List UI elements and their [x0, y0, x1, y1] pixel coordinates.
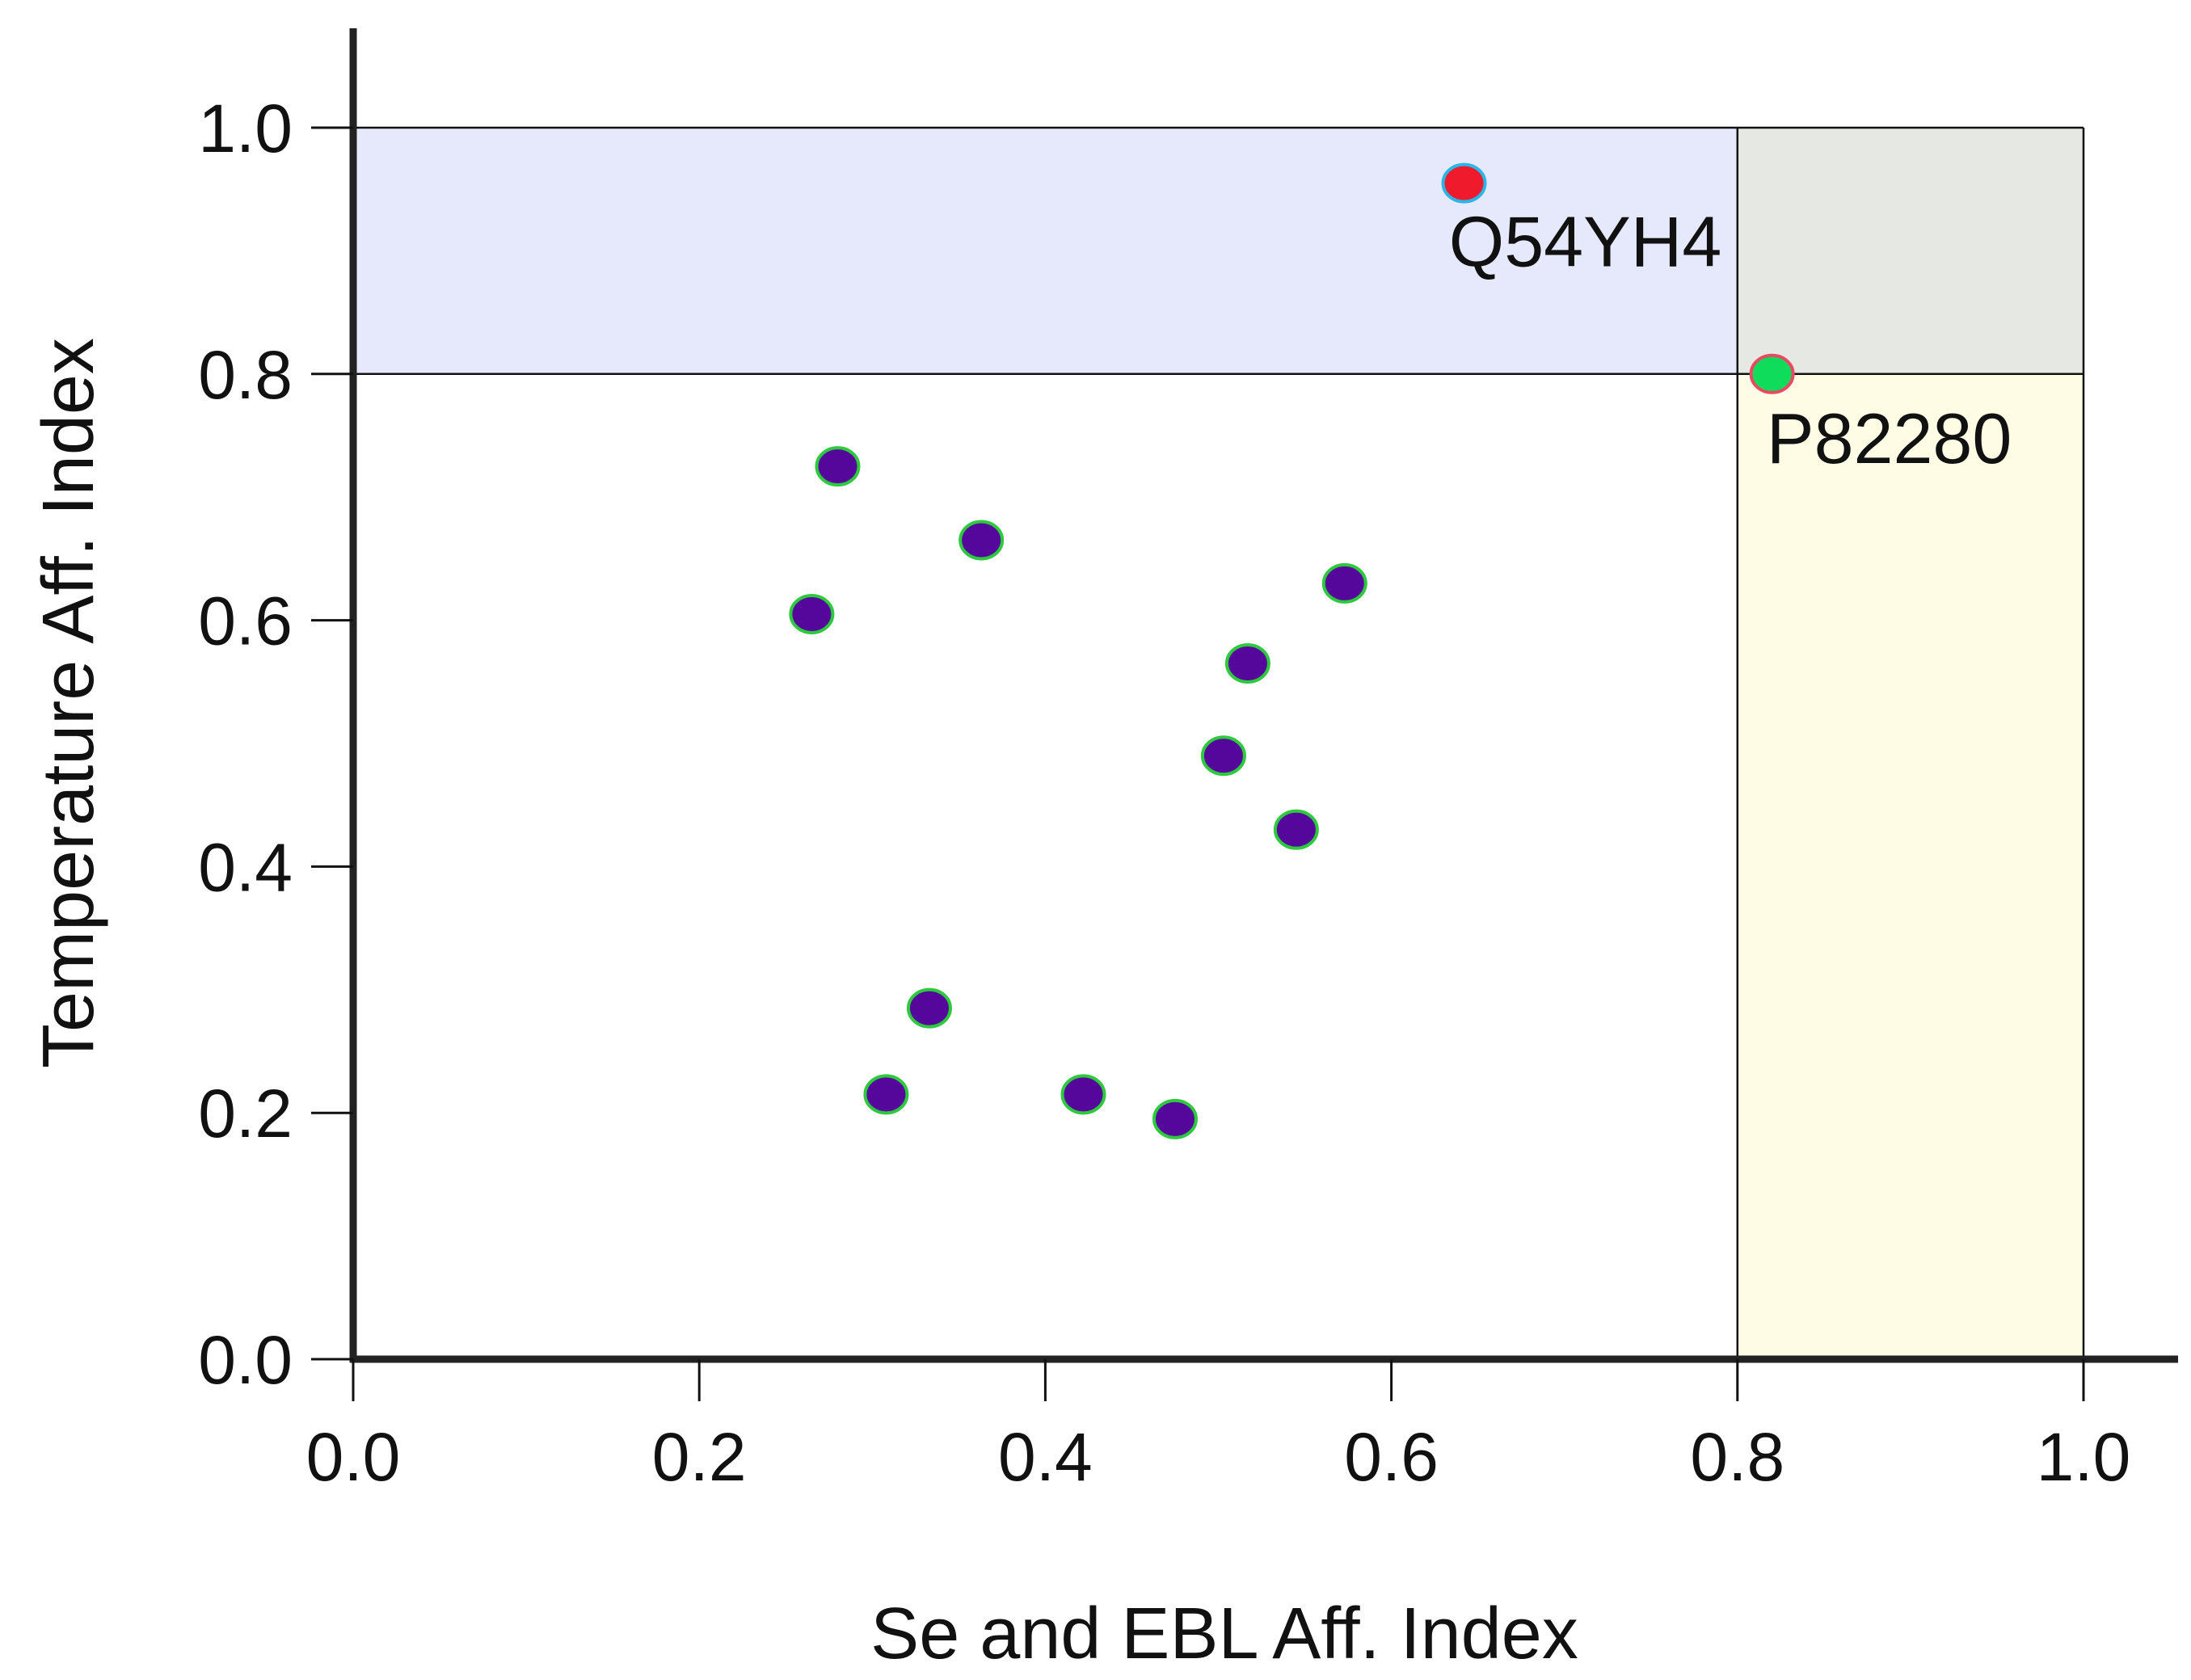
x-tick-label: 0.4 [998, 1419, 1093, 1495]
y-tick-label: 0.8 [198, 337, 293, 413]
y-axis-title: Temperature Aff. Index [28, 338, 109, 1068]
y-tick-label: 0.6 [198, 583, 293, 659]
data-point [1200, 735, 1246, 777]
region-high-both [1737, 128, 2084, 374]
region-high-temperature [353, 128, 1738, 374]
data-point [1152, 1098, 1198, 1139]
data-point [863, 1074, 909, 1115]
data-point [906, 987, 952, 1029]
data-point [959, 520, 1005, 561]
region-high-se-ebl [1737, 373, 2084, 1359]
data-point [789, 593, 835, 634]
point-label: P82280 [1767, 398, 2012, 478]
y-tick-label: 0.2 [198, 1076, 293, 1152]
x-axis-title: Se and EBL Aff. Index [870, 1594, 1578, 1674]
x-tick-label: 0.2 [652, 1419, 747, 1495]
data-point [1224, 642, 1270, 684]
regions-layer [353, 128, 2084, 1359]
x-tick-label: 0.0 [306, 1419, 401, 1495]
data-point [1441, 162, 1487, 204]
data-point [1060, 1074, 1106, 1115]
data-point [1749, 353, 1795, 394]
data-point [1273, 809, 1319, 850]
axes-layer [349, 28, 2178, 1363]
labels-layer: Q54YH4 P82280 [1449, 202, 2012, 478]
y-tick-label: 0.0 [198, 1322, 293, 1398]
point-label: Q54YH4 [1449, 202, 1722, 282]
points-layer [789, 162, 1795, 1139]
data-point [815, 446, 861, 487]
x-tick-label: 0.8 [1690, 1419, 1784, 1495]
threshold-layer [353, 126, 2085, 1359]
data-point [1321, 562, 1367, 604]
y-tick-label: 1.0 [198, 91, 293, 166]
y-tick-label: 0.4 [198, 829, 293, 905]
x-tick-label: 0.6 [1344, 1419, 1439, 1495]
ticks-layer: 0.0 0.2 0.4 0.6 0.8 1.0 0.0 0.2 0.4 0.6 0.8 1.0 [198, 91, 2130, 1495]
x-tick-label: 1.0 [2037, 1419, 2131, 1495]
